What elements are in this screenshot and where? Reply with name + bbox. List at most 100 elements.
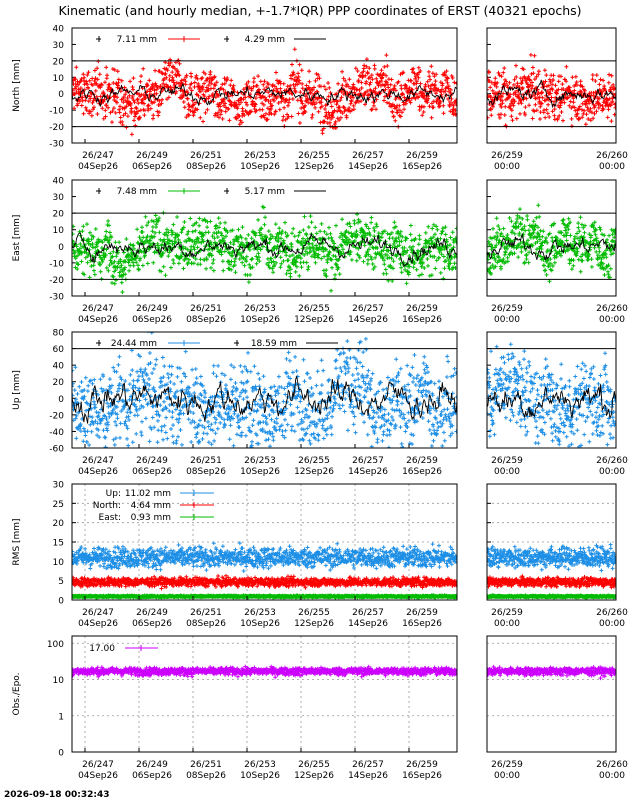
legend-value: 24.44 mm	[111, 339, 157, 349]
x-tick-label-doy: 26/257	[352, 608, 384, 618]
data-zoom	[487, 342, 616, 448]
x-tick-label-date: 00:00	[494, 771, 520, 781]
x-tick-label-date: 00:00	[599, 162, 625, 172]
x-tick-label-doy: 26/259	[491, 456, 523, 466]
x-tick-label-date: 10Sep26	[240, 619, 280, 629]
legend-value: 17.00	[89, 644, 115, 654]
x-tick-label-date: 00:00	[494, 619, 520, 629]
y-tick-label: 20	[53, 57, 65, 67]
median-line	[72, 232, 457, 268]
x-tick-label-date: 16Sep26	[402, 771, 442, 781]
plot-frame-main	[71, 483, 458, 601]
x-tick-label-doy: 26/247	[82, 151, 114, 161]
y-axis-label: Up [mm]	[12, 370, 22, 410]
y-tick-label: 15	[53, 539, 64, 549]
x-tick-label-date: 00:00	[494, 162, 520, 172]
x-tick-label-doy: 26/255	[298, 304, 330, 314]
legend-value: 18.59 mm	[251, 339, 297, 349]
x-tick-label-date: 08Sep26	[186, 467, 226, 477]
legend-value: 7.48 mm	[117, 187, 157, 197]
x-tick-label-doy: 26/247	[82, 760, 114, 770]
x-tick-label-doy: 26/255	[298, 608, 330, 618]
x-tick-label-doy: 26/259	[491, 151, 523, 161]
panels: North [mm]-30-20-1001020304026/24704Sep2…	[12, 25, 628, 782]
x-tick-label-date: 08Sep26	[186, 315, 226, 325]
x-tick-label-date: 04Sep26	[78, 315, 118, 325]
legend-marker	[191, 514, 197, 520]
x-tick-label-date: 16Sep26	[402, 467, 442, 477]
median-line	[487, 384, 616, 420]
x-tick-label-date: 06Sep26	[132, 619, 172, 629]
y-tick-label: -20	[49, 276, 64, 286]
x-tick-label-date: 12Sep26	[294, 315, 334, 325]
y-tick-label: 30	[53, 481, 65, 491]
legend-label: East:	[99, 513, 121, 523]
x-tick-label-doy: 26/251	[190, 151, 222, 161]
x-tick-label-doy: 26/257	[352, 304, 384, 314]
x-tick-label-date: 00:00	[599, 315, 625, 325]
x-tick-label-date: 14Sep26	[348, 315, 388, 325]
plot-frame-main	[71, 179, 458, 297]
y-tick-label: -20	[49, 123, 64, 133]
median-line	[72, 375, 457, 424]
x-tick-label-date: 14Sep26	[348, 162, 388, 172]
y-tick-label: 30	[53, 41, 65, 51]
legend-marker	[181, 188, 187, 194]
y-tick-label: -10	[49, 259, 64, 269]
x-tick-label-doy: 26/260	[596, 456, 628, 466]
plot-frame-main	[71, 331, 458, 449]
x-tick-label-doy: 26/259	[491, 760, 523, 770]
plot-frame-zoom	[486, 635, 617, 753]
footer-timestamp: 2026-09-18 00:32:43	[4, 790, 109, 800]
data-main	[72, 204, 457, 295]
x-tick-label-doy: 26/259	[491, 608, 523, 618]
x-tick-label-doy: 26/249	[136, 760, 168, 770]
x-tick-label-date: 12Sep26	[294, 771, 334, 781]
x-tick-label-date: 00:00	[494, 315, 520, 325]
data-zoom	[487, 542, 616, 600]
legend-value: 4.64 mm	[131, 501, 171, 511]
legend-marker	[138, 645, 144, 651]
x-tick-label-date: 04Sep26	[78, 467, 118, 477]
data-main	[72, 664, 457, 680]
legend: 17.00	[89, 644, 158, 654]
data-points-0	[72, 541, 457, 573]
x-tick-label-date: 00:00	[494, 467, 520, 477]
x-tick-label-doy: 26/253	[244, 304, 276, 314]
y-tick-label: 60	[53, 345, 65, 355]
x-tick-label-doy: 26/260	[596, 151, 628, 161]
x-tick-label-doy: 26/253	[244, 456, 276, 466]
data-points-0	[72, 664, 457, 680]
x-tick-label-date: 04Sep26	[78, 619, 118, 629]
y-tick-label: 10	[53, 74, 65, 84]
y-tick-label: 5	[58, 577, 64, 587]
x-tick-label-doy: 26/247	[82, 608, 114, 618]
x-tick-label-date: 16Sep26	[402, 619, 442, 629]
median-line	[487, 79, 616, 109]
y-tick-label: 40	[53, 362, 65, 372]
x-tick-label-date: 14Sep26	[348, 467, 388, 477]
legend-value: 4.29 mm	[245, 35, 285, 45]
legend: 24.44 mm 18.59 mm	[96, 339, 338, 349]
x-tick-label-date: 06Sep26	[132, 771, 172, 781]
x-tick-label-date: 12Sep26	[294, 162, 334, 172]
legend-value: 0.93 mm	[131, 513, 171, 523]
y-axis-label: Obs./Epo.	[12, 673, 22, 716]
y-tick-label: 0	[58, 597, 64, 607]
x-tick-label-doy: 26/253	[244, 151, 276, 161]
x-tick-label-date: 08Sep26	[186, 771, 226, 781]
data-main	[72, 47, 457, 137]
data-points-1	[487, 574, 616, 590]
data-points-0	[487, 52, 616, 129]
plot-frame-zoom	[486, 331, 617, 449]
legend: 7.11 mm 4.29 mm	[96, 35, 326, 45]
plot-frame-zoom	[486, 179, 617, 297]
x-tick-label-doy: 26/257	[352, 760, 384, 770]
data-main	[72, 332, 457, 448]
y-tick-label: 30	[53, 193, 65, 203]
legend: 7.48 mm 5.17 mm	[96, 187, 326, 197]
x-tick-label-date: 10Sep26	[240, 162, 280, 172]
